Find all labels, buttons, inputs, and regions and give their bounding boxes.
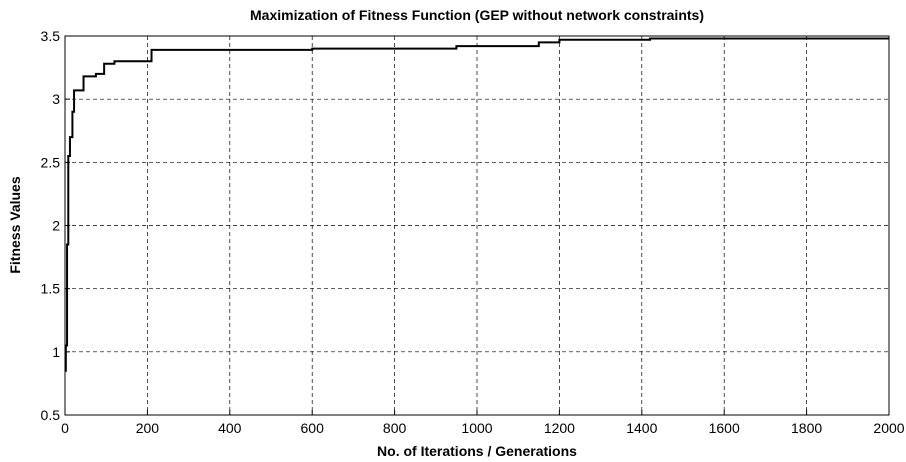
y-tick-label: 1.5 <box>41 281 61 297</box>
y-tick-label: 3.5 <box>41 28 61 44</box>
x-tick-label: 800 <box>383 420 407 436</box>
x-tick-label: 1400 <box>626 420 657 436</box>
x-tick-label: 0 <box>61 420 69 436</box>
y-tick-label: 2 <box>52 218 60 234</box>
chart-title: Maximization of Fitness Function (GEP wi… <box>250 7 704 23</box>
y-tick-label: 0.5 <box>41 407 61 423</box>
plot-frame <box>64 35 890 416</box>
x-tick-label: 400 <box>218 420 242 436</box>
y-tick-label: 2.5 <box>41 154 61 170</box>
x-tick-label: 2000 <box>873 420 904 436</box>
line <box>64 37 889 372</box>
y-tick-label: 3 <box>52 91 60 107</box>
y-tick-label: 1 <box>52 344 60 360</box>
x-tick-label: 1000 <box>461 420 492 436</box>
x-tick-label: 1800 <box>791 420 822 436</box>
x-tick-label: 1600 <box>709 420 740 436</box>
x-tick-label: 600 <box>301 420 325 436</box>
x-axis-label: No. of Iterations / Generations <box>377 443 577 459</box>
y-axis-label: Fitness Values <box>7 176 23 273</box>
x-tick-label: 200 <box>136 420 160 436</box>
x-tick-label: 1200 <box>544 420 575 436</box>
